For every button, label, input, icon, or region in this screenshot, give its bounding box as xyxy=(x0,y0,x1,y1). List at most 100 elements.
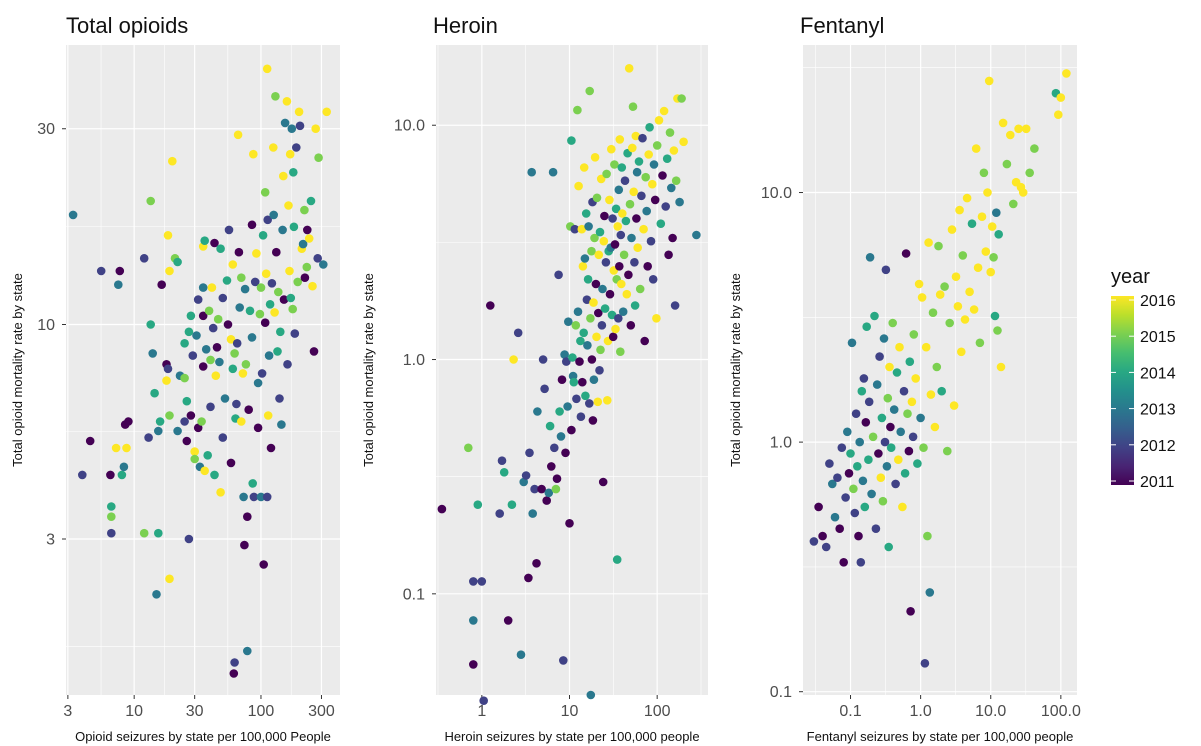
data-point xyxy=(953,302,963,311)
data-point xyxy=(283,360,292,369)
data-point xyxy=(648,275,658,284)
data-point xyxy=(562,357,571,366)
data-point xyxy=(993,326,1002,335)
x-tick-label: 1.0 xyxy=(910,703,932,720)
data-point xyxy=(537,484,546,494)
data-point xyxy=(573,307,583,317)
data-point xyxy=(598,477,608,487)
data-point xyxy=(544,488,554,498)
data-point xyxy=(513,328,523,338)
data-point xyxy=(552,474,562,484)
data-point xyxy=(627,233,636,243)
data-point xyxy=(285,149,295,159)
data-point xyxy=(621,216,631,226)
data-point xyxy=(309,347,319,356)
data-point xyxy=(630,258,639,267)
y-tick-label: 10 xyxy=(37,317,55,334)
data-points xyxy=(809,69,1071,668)
data-point xyxy=(165,574,174,584)
data-point xyxy=(298,239,308,249)
data-point xyxy=(916,413,925,423)
data-point xyxy=(600,304,610,313)
data-point xyxy=(559,656,568,665)
data-point xyxy=(190,454,199,464)
data-point xyxy=(211,371,221,381)
data-point xyxy=(190,447,199,456)
data-point xyxy=(218,433,228,442)
data-point xyxy=(253,423,263,433)
data-point xyxy=(300,205,309,215)
data-point xyxy=(992,208,1001,217)
data-point xyxy=(883,393,893,403)
data-point xyxy=(909,330,919,339)
data-point xyxy=(899,386,909,396)
data-point xyxy=(917,293,927,302)
data-point xyxy=(572,394,581,404)
data-point xyxy=(642,206,651,216)
y-axis-label: Total opioid mortality rate by state xyxy=(361,273,376,467)
data-point xyxy=(648,179,657,189)
data-point xyxy=(284,201,293,210)
data-point xyxy=(124,417,133,426)
data-point xyxy=(262,64,272,74)
data-point xyxy=(990,311,1000,321)
data-point xyxy=(200,236,209,245)
data-point xyxy=(668,233,677,243)
data-point xyxy=(289,168,298,177)
data-point xyxy=(949,401,959,410)
data-point xyxy=(590,153,600,162)
data-point xyxy=(878,496,888,506)
data-point xyxy=(889,405,899,414)
data-point xyxy=(589,375,599,385)
x-tick-label: 10 xyxy=(125,703,143,720)
data-point xyxy=(248,479,257,488)
data-point xyxy=(612,555,622,564)
data-point xyxy=(1014,124,1023,134)
data-point xyxy=(640,336,649,346)
data-point xyxy=(907,397,917,407)
data-point xyxy=(858,476,868,486)
data-point xyxy=(186,311,196,321)
data-point xyxy=(586,690,596,700)
data-point xyxy=(223,320,233,329)
data-point xyxy=(969,305,979,314)
data-point xyxy=(971,144,981,153)
data-point xyxy=(260,318,270,328)
data-point xyxy=(855,437,864,447)
data-point xyxy=(903,409,912,419)
data-point xyxy=(204,306,214,316)
data-point xyxy=(596,174,606,184)
data-point xyxy=(585,86,594,96)
data-point xyxy=(619,250,629,260)
data-point xyxy=(237,417,246,426)
data-point xyxy=(908,432,918,442)
data-point xyxy=(117,470,127,480)
data-point xyxy=(207,283,217,292)
data-point xyxy=(215,357,224,367)
x-tick-label: 1 xyxy=(477,703,486,720)
data-point xyxy=(610,240,620,249)
x-axis-label: Fentanyl seizures by state per 100,000 p… xyxy=(807,729,1074,744)
data-point xyxy=(631,131,641,141)
data-point xyxy=(598,284,607,294)
data-point xyxy=(671,176,681,185)
data-point xyxy=(206,355,215,365)
data-point xyxy=(854,531,863,541)
data-point xyxy=(569,377,579,387)
data-point xyxy=(578,262,588,271)
data-point xyxy=(276,327,285,337)
data-point xyxy=(538,355,548,364)
data-point xyxy=(206,402,215,412)
data-point xyxy=(294,107,304,117)
x-tick-label: 300 xyxy=(308,703,335,720)
data-point xyxy=(252,249,261,258)
data-point xyxy=(633,243,642,252)
data-point xyxy=(182,436,192,446)
data-point xyxy=(882,462,892,471)
data-point xyxy=(600,211,609,221)
data-point xyxy=(264,351,274,360)
data-point xyxy=(168,156,177,166)
data-point xyxy=(580,254,590,263)
data-point xyxy=(554,270,563,280)
data-point xyxy=(583,341,592,350)
